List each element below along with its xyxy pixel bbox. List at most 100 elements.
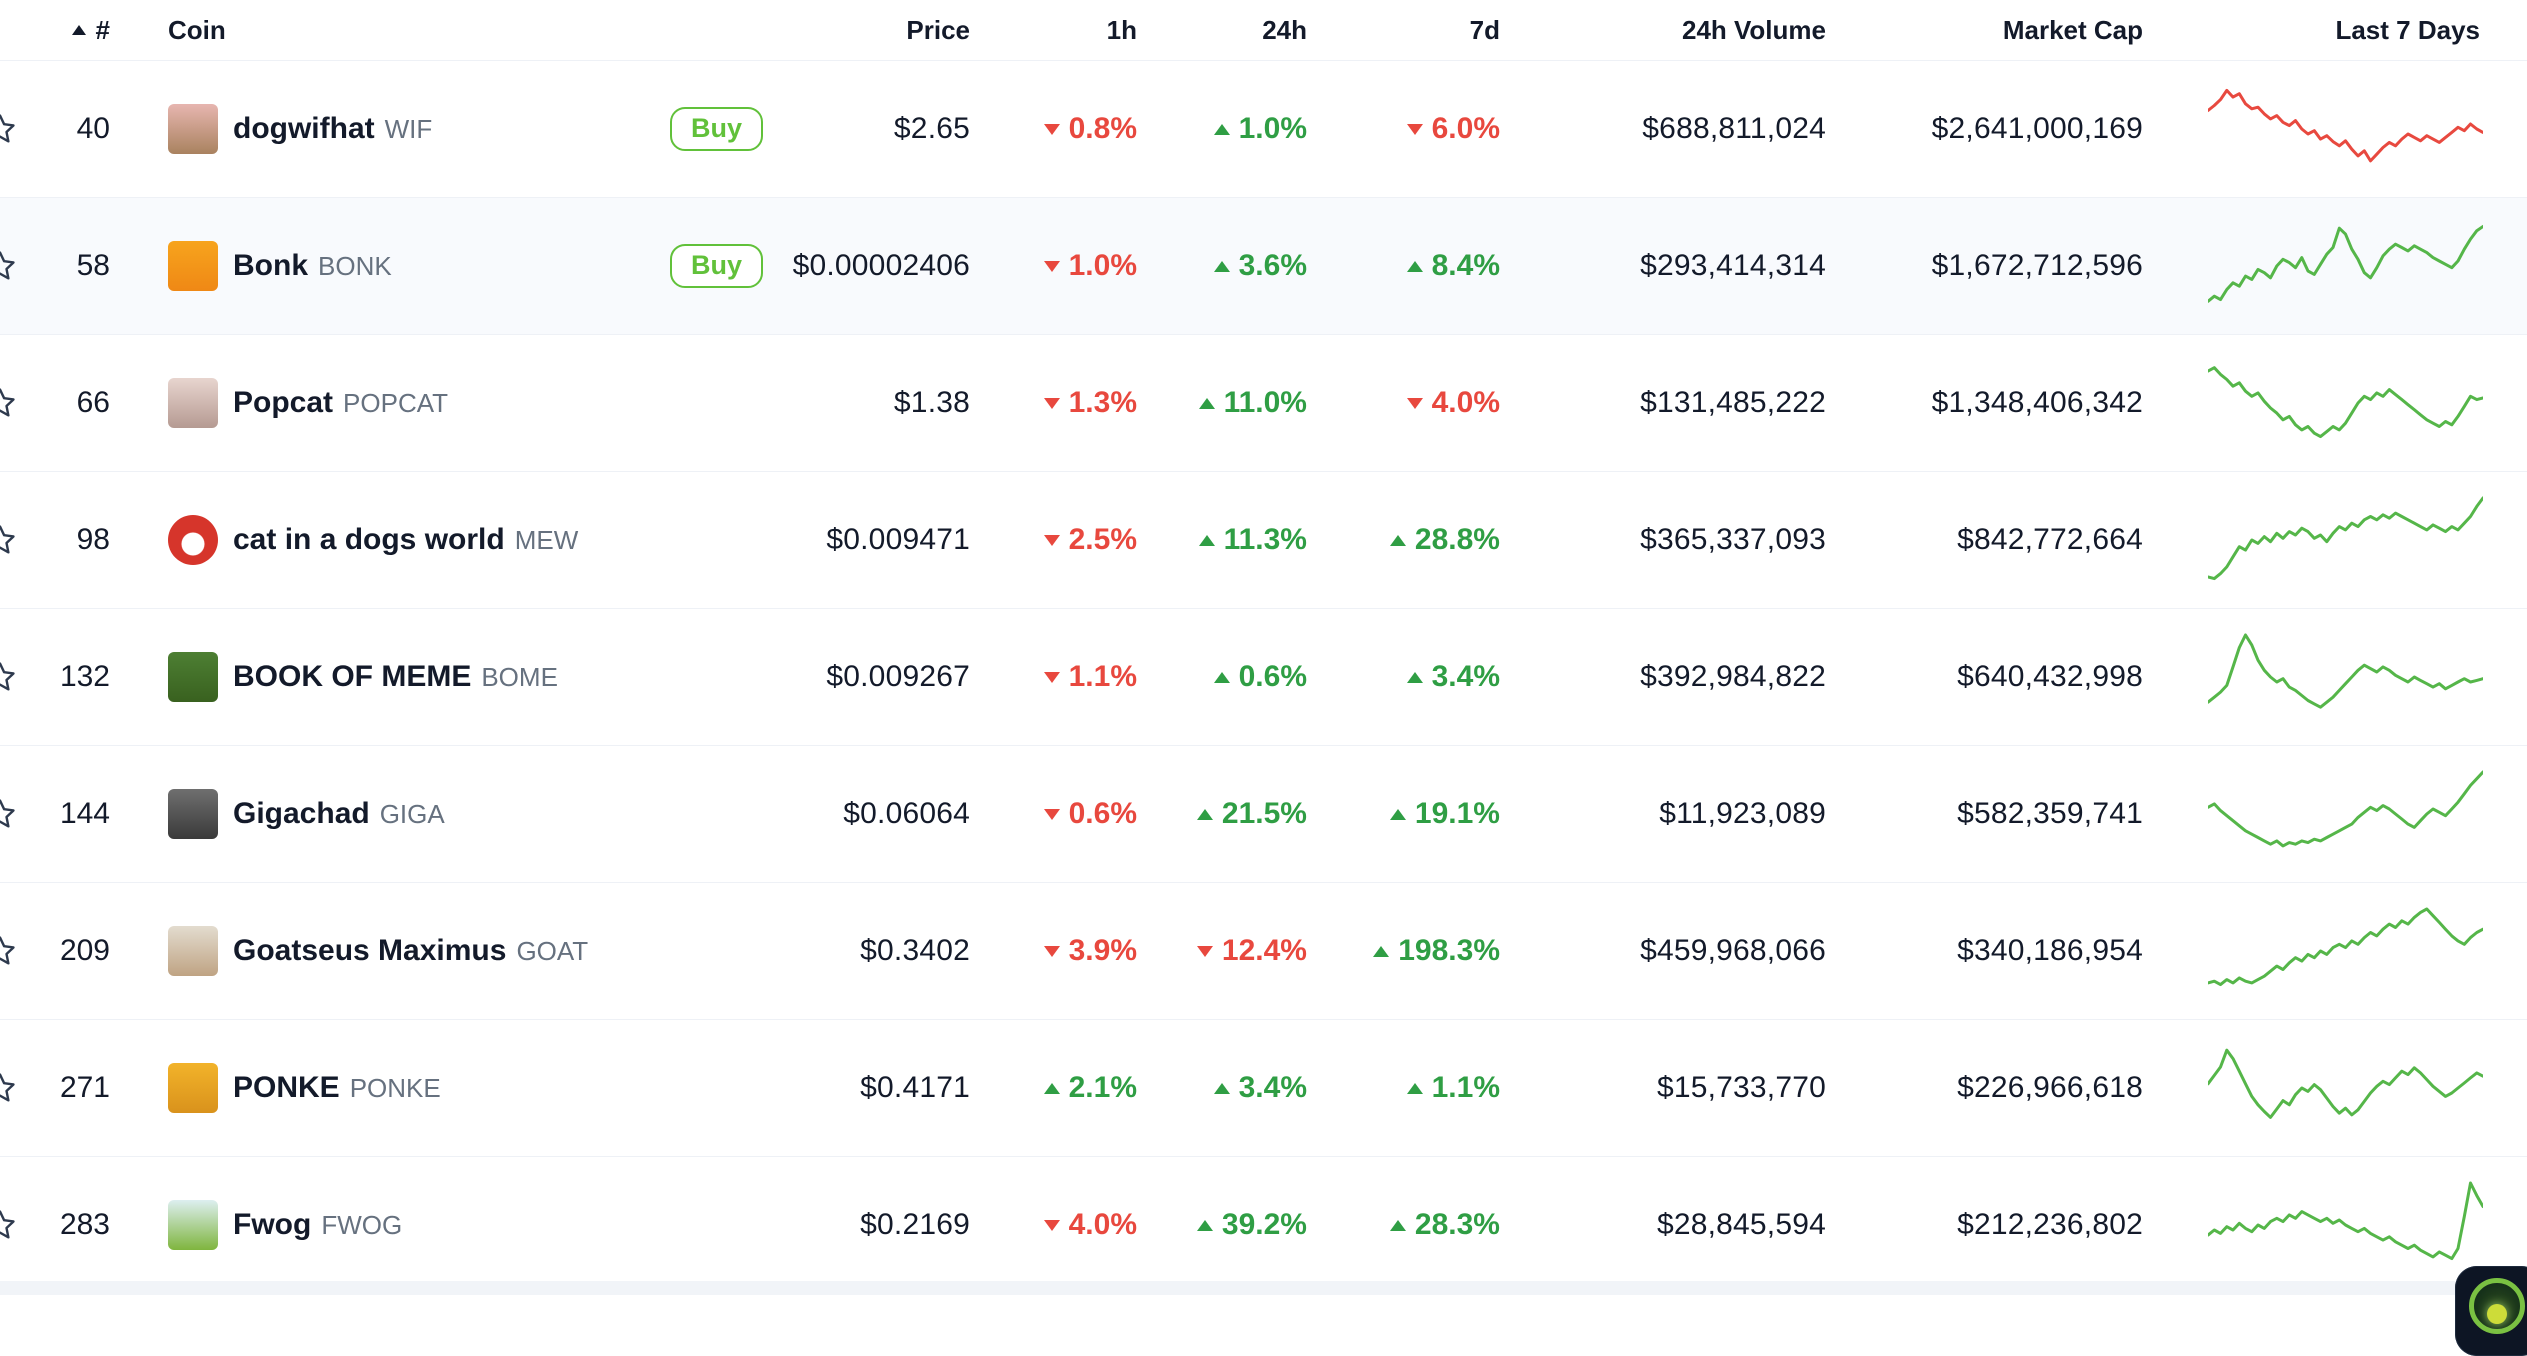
favorite-star-icon[interactable] [0,1020,40,1156]
coin-logo [168,241,218,291]
column-header-volume[interactable]: 24h Volume [1500,0,1826,60]
coin-name: dogwifhat [233,112,375,145]
coin-symbol: MEW [514,524,579,555]
favorite-star-icon[interactable] [0,335,40,471]
7d-header-label: 7d [1469,14,1500,45]
coin-logo [168,378,218,428]
favorite-star-icon[interactable] [0,472,40,608]
volume-24h: $365,337,093 [1640,523,1826,556]
coin-name: cat in a dogs world [233,523,505,556]
favorite-star-icon[interactable] [0,883,40,1019]
column-header-1h[interactable]: 1h [970,0,1137,60]
column-header-rank[interactable]: # [40,0,110,60]
coin-rank: 58 [76,249,110,282]
coin-link[interactable]: Fwog FWOG [110,1157,670,1293]
coin-link[interactable]: Goatseus Maximus GOAT [110,883,670,1019]
coin-name: Goatseus Maximus [233,934,507,967]
coins-table: # Coin Price 1h 24h 7d 24h Volume Market… [0,0,2527,1295]
table-row: 98 cat in a dogs world MEW Buy $0.009471… [0,472,2527,609]
coin-price: $1.38 [893,386,970,419]
change-7d: 1.1% [1307,1020,1500,1156]
table-row: 132 BOOK OF MEME BOME Buy $0.009267 1.1%… [0,609,2527,746]
table-row: 40 dogwifhat WIF Buy $2.65 0.8% 1.0% 6.0… [0,61,2527,198]
change-7d: 8.4% [1307,198,1500,334]
column-header-last-7-days[interactable]: Last 7 Days [2143,0,2527,60]
table-row: 271 PONKE PONKE Buy $0.4171 2.1% 3.4% 1.… [0,1020,2527,1157]
coin-symbol: GOAT [516,935,589,966]
sort-ascending-icon [71,25,86,35]
volume-24h: $392,984,822 [1640,660,1826,693]
price-header-label: Price [906,14,970,45]
coin-symbol: PONKE [349,1072,441,1103]
market-cap: $640,432,998 [1957,660,2143,693]
coin-rank: 209 [59,934,110,967]
coin-link[interactable]: dogwifhat WIF [110,61,670,197]
sparkline-7d [2143,609,2527,745]
favorite-star-icon[interactable] [0,198,40,334]
coin-symbol: POPCAT [343,387,449,418]
coin-rank: 40 [76,112,110,145]
coin-price: $0.3402 [860,934,970,967]
coin-rank: 144 [59,797,110,830]
favorite-star-icon[interactable] [0,609,40,745]
column-header-24h[interactable]: 24h [1137,0,1307,60]
coin-logo [168,1200,218,1250]
market-cap: $340,186,954 [1957,934,2143,967]
change-24h: 12.4% [1137,883,1307,1019]
table-row: 283 Fwog FWOG Buy $0.2169 4.0% 39.2% 28.… [0,1157,2527,1294]
change-1h: 1.0% [970,198,1137,334]
column-header-coin[interactable]: Coin [110,0,670,60]
coin-name: BOOK OF MEME [233,660,472,693]
sparkline-7d [2143,1020,2527,1156]
buy-button[interactable]: Buy [670,244,764,288]
market-cap: $582,359,741 [1957,797,2143,830]
favorite-star-icon[interactable] [0,61,40,197]
column-header-price[interactable]: Price [760,0,970,60]
coin-link[interactable]: BOOK OF MEME BOME [110,609,670,745]
table-row: 209 Goatseus Maximus GOAT Buy $0.3402 3.… [0,883,2527,1020]
change-24h: 11.3% [1137,472,1307,608]
coin-symbol: BOME [481,661,558,692]
buy-button[interactable]: Buy [670,107,764,151]
volume-24h: $15,733,770 [1656,1071,1826,1104]
change-24h: 1.0% [1137,61,1307,197]
column-header-7d[interactable]: 7d [1307,0,1500,60]
sparkline-7d [2143,335,2527,471]
market-cap: $212,236,802 [1957,1208,2143,1241]
coin-link[interactable]: PONKE PONKE [110,1020,670,1156]
table-row: 144 Gigachad GIGA Buy $0.06064 0.6% 21.5… [0,746,2527,883]
coin-link[interactable]: Popcat POPCAT [110,335,670,471]
coin-logo [168,104,218,154]
table-header: # Coin Price 1h 24h 7d 24h Volume Market… [0,0,2527,61]
change-1h: 0.6% [970,746,1137,882]
change-1h: 4.0% [970,1157,1137,1293]
chat-widget-button[interactable] [2455,1266,2527,1356]
favorite-star-icon[interactable] [0,746,40,882]
coin-price: $0.06064 [843,797,970,830]
coin-price: $0.4171 [860,1071,970,1104]
volume-24h: $131,485,222 [1640,386,1826,419]
market-cap: $1,672,712,596 [1931,249,2143,282]
coin-symbol: BONK [318,250,392,281]
table-row: 58 Bonk BONK Buy $0.00002406 1.0% 3.6% 8… [0,198,2527,335]
volume-24h: $459,968,066 [1640,934,1826,967]
last-7-days-header-label: Last 7 Days [2335,14,2480,45]
volume-24h: $11,923,089 [1659,797,1826,830]
sparkline-7d [2143,746,2527,882]
coin-header-label: Coin [168,14,226,45]
coin-rank: 132 [59,660,110,693]
favorite-star-icon[interactable] [0,1157,40,1293]
sparkline-7d [2143,61,2527,197]
sparkline-7d [2143,883,2527,1019]
column-header-market-cap[interactable]: Market Cap [1826,0,2143,60]
change-24h: 11.0% [1137,335,1307,471]
coin-link[interactable]: Bonk BONK [110,198,670,334]
volume-24h: $28,845,594 [1656,1208,1826,1241]
coin-link[interactable]: cat in a dogs world MEW [110,472,670,608]
market-cap-header-label: Market Cap [2002,14,2143,45]
table-row: 66 Popcat POPCAT Buy $1.38 1.3% 11.0% 4.… [0,335,2527,472]
header-buy-spacer [670,0,760,60]
coin-name: Gigachad [233,797,370,830]
coin-link[interactable]: Gigachad GIGA [110,746,670,882]
coin-price: $0.009267 [826,660,970,693]
